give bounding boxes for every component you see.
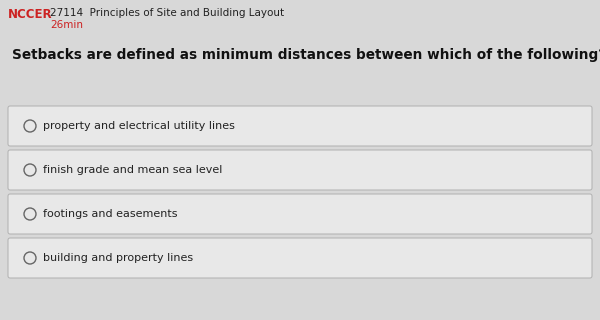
FancyBboxPatch shape bbox=[8, 150, 592, 190]
Text: 27114  Principles of Site and Building Layout: 27114 Principles of Site and Building La… bbox=[50, 8, 284, 18]
FancyBboxPatch shape bbox=[8, 238, 592, 278]
Text: 26min: 26min bbox=[50, 20, 83, 30]
Text: finish grade and mean sea level: finish grade and mean sea level bbox=[43, 165, 223, 175]
FancyBboxPatch shape bbox=[8, 106, 592, 146]
FancyBboxPatch shape bbox=[8, 194, 592, 234]
Circle shape bbox=[24, 120, 36, 132]
Text: footings and easements: footings and easements bbox=[43, 209, 178, 219]
Text: Setbacks are defined as minimum distances between which of the following?: Setbacks are defined as minimum distance… bbox=[12, 48, 600, 62]
Circle shape bbox=[24, 164, 36, 176]
Circle shape bbox=[24, 252, 36, 264]
Text: building and property lines: building and property lines bbox=[43, 253, 193, 263]
Text: NCCER: NCCER bbox=[8, 8, 53, 21]
Text: property and electrical utility lines: property and electrical utility lines bbox=[43, 121, 235, 131]
Circle shape bbox=[24, 208, 36, 220]
